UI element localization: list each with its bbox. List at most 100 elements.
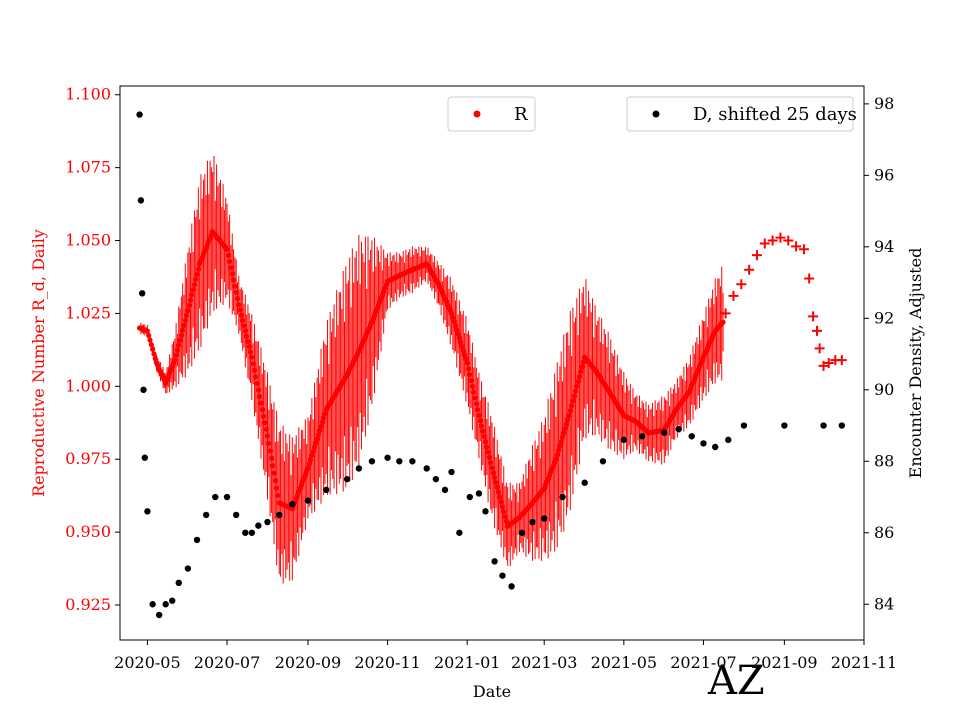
- r-point: [569, 403, 575, 409]
- d-point: [441, 486, 449, 494]
- r-point: [461, 352, 468, 358]
- state-annotation: AZ: [707, 658, 765, 704]
- r-point: [185, 307, 191, 314]
- d-point: [384, 454, 391, 461]
- left-y-tick-label: 1.025: [65, 303, 111, 322]
- r-point: [182, 317, 188, 324]
- r-forecast-point: [823, 358, 834, 368]
- d-point: [242, 529, 249, 536]
- r-point: [478, 423, 485, 429]
- d-point: [781, 422, 788, 429]
- x-tick-label: 2020-11: [354, 653, 420, 672]
- d-point: [638, 433, 646, 440]
- r-point: [485, 449, 491, 455]
- r-point: [147, 337, 153, 343]
- r-point: [264, 433, 271, 439]
- x-tick-label: 2020-05: [114, 653, 180, 672]
- right-y-tick-label: 86: [874, 523, 894, 542]
- r-point: [266, 440, 272, 446]
- r-point: [268, 455, 275, 461]
- r-point: [257, 393, 263, 400]
- d-point: [491, 558, 498, 565]
- r-forecast-point: [798, 244, 809, 255]
- r-point: [557, 443, 563, 449]
- r-point: [194, 271, 200, 277]
- r-point: [566, 412, 572, 419]
- r-forecast-point: [808, 311, 819, 322]
- d-point: [688, 433, 695, 440]
- r-point: [562, 426, 568, 432]
- d-point: [820, 422, 827, 429]
- legend-r-label: R: [514, 104, 528, 125]
- d-point: [482, 508, 489, 515]
- d-point: [675, 425, 682, 433]
- r-point: [313, 440, 319, 446]
- d-point: [581, 479, 588, 486]
- d-point: [223, 493, 231, 501]
- d-point: [599, 458, 607, 465]
- r-point: [476, 412, 482, 419]
- d-point: [184, 565, 192, 572]
- r-point: [186, 302, 192, 308]
- r-point: [263, 426, 269, 432]
- left-y-axis: 0.925 0.950 0.975 1.000 1.025 1.050 1.075 1.100: [65, 85, 120, 614]
- r-point: [225, 252, 231, 259]
- r-point: [555, 447, 562, 454]
- d-point: [212, 493, 219, 501]
- r-point: [455, 331, 461, 337]
- r-point: [258, 400, 264, 406]
- x-axis: 2020-05 2020-07 2020-09 2020-11 2021-01 2021-…: [114, 640, 897, 672]
- right-y-axis-label: Encounter Density, Adjusted: [906, 248, 925, 479]
- r-point: [271, 470, 277, 476]
- r-point: [240, 317, 246, 324]
- d-point: [700, 440, 707, 447]
- r-point: [144, 328, 151, 334]
- r-point: [183, 312, 190, 319]
- r-point: [148, 342, 154, 348]
- left-y-tick-label: 1.000: [65, 376, 111, 395]
- r-point: [477, 418, 483, 424]
- r-point: [241, 323, 247, 329]
- r-forecast-point: [791, 241, 802, 252]
- r-point: [553, 456, 559, 462]
- r-point: [306, 461, 312, 467]
- legend-r-marker: [473, 110, 481, 118]
- x-axis-label: Date: [473, 682, 511, 701]
- d-point: [423, 465, 430, 472]
- d-point: [141, 454, 148, 461]
- r-point: [475, 407, 481, 413]
- left-y-tick-label: 1.050: [65, 231, 111, 250]
- d-point: [304, 497, 312, 504]
- r-point: [497, 494, 503, 500]
- r-point: [189, 292, 195, 298]
- r-point: [245, 338, 251, 345]
- d-point: [137, 197, 145, 204]
- r-point: [486, 454, 492, 461]
- r-point: [561, 430, 567, 436]
- d-point: [541, 515, 548, 522]
- d-point: [140, 386, 147, 394]
- r-forecast-point: [759, 238, 770, 249]
- x-tick-label: 2020-09: [275, 653, 341, 672]
- right-y-tick-label: 90: [874, 380, 894, 399]
- r-point: [454, 327, 460, 333]
- r-point: [317, 427, 323, 434]
- r-forecast-point: [818, 360, 829, 371]
- right-y-axis: 84 86 88 90 92 94 96 98: [864, 94, 894, 613]
- d-point: [202, 511, 210, 519]
- r-point: [247, 349, 254, 355]
- r-point: [262, 420, 268, 426]
- r-point: [270, 463, 276, 469]
- r-point: [498, 499, 504, 505]
- r-point: [146, 332, 152, 339]
- d-point: [466, 493, 474, 501]
- r-point: [274, 485, 280, 491]
- right-y-tick-label: 84: [874, 594, 894, 613]
- d-point: [409, 458, 416, 465]
- r-point: [567, 408, 573, 414]
- r-point: [232, 283, 238, 289]
- d-point: [232, 511, 240, 519]
- r-point: [244, 333, 250, 339]
- r-point: [450, 314, 456, 321]
